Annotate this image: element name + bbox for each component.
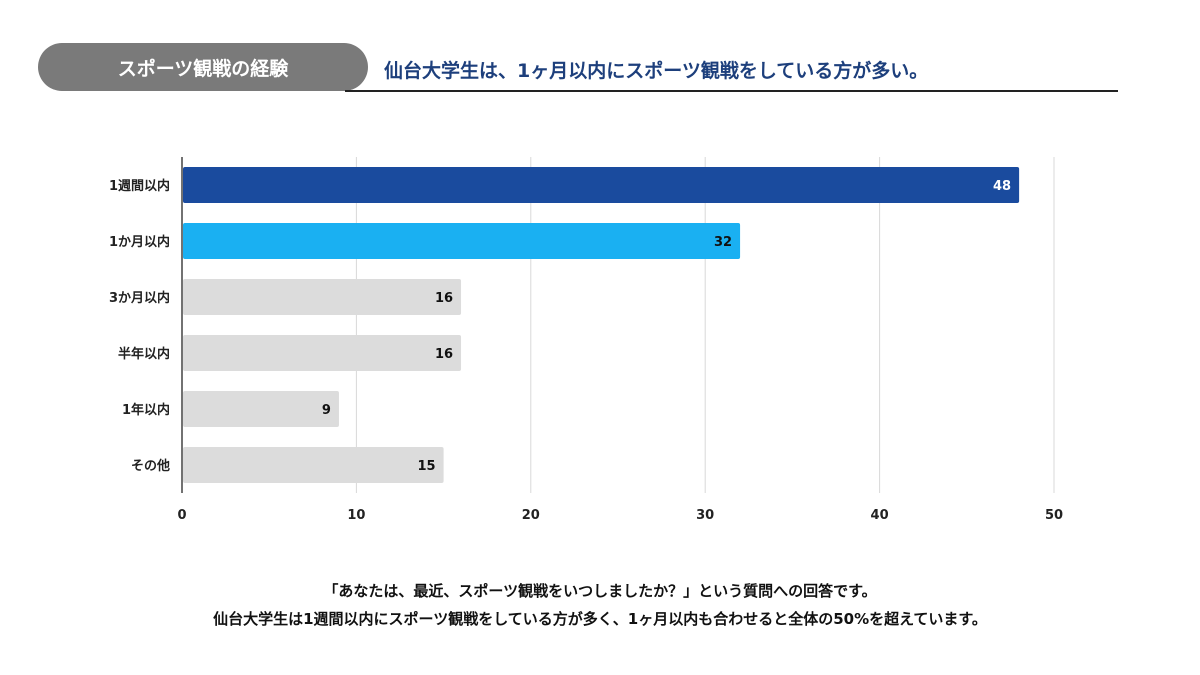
category-label: 1年以内: [122, 402, 170, 418]
category-label: 半年以内: [118, 346, 170, 362]
note-line-2: 仙台大学生は1週間以内にスポーツ観戦をしている方が多く、1ヶ月以内も合わせると全…: [213, 610, 987, 628]
bar: [183, 335, 462, 371]
x-tick-label: 30: [696, 508, 714, 523]
bar: [183, 279, 462, 315]
headline: 仙台大学生は、1ヶ月以内にスポーツ観戦をしている方が多い。: [384, 60, 929, 82]
data-label: 16: [435, 291, 453, 306]
bar: [183, 447, 444, 483]
x-tick-label: 20: [522, 508, 540, 523]
bar: [183, 223, 741, 259]
category-label: 1週間以内: [109, 178, 170, 194]
category-label: 1か月以内: [109, 234, 170, 250]
header-divider: [345, 90, 1118, 92]
data-label: 16: [435, 347, 453, 362]
data-label: 15: [418, 459, 436, 474]
bar: [183, 391, 339, 427]
bar-chart: 0 10 20 30 40 50 1週間以内 48 1か月以内 32 3か月以内 16 半年以内 16 1年…: [109, 157, 1063, 523]
note-line-1: 「あなたは、最近、スポーツ観戦をいつしましたか？」という質問への回答です。: [323, 582, 877, 600]
x-tick-label: 10: [347, 508, 365, 523]
data-label: 9: [322, 403, 331, 418]
section-label: スポーツ観戦の経験: [38, 43, 368, 91]
data-label: 48: [993, 179, 1011, 194]
category-label: その他: [131, 458, 170, 474]
x-tick-label: 0: [177, 508, 186, 523]
data-label: 32: [714, 235, 732, 250]
category-label: 3か月以内: [109, 290, 170, 306]
x-tick-label: 50: [1045, 508, 1063, 523]
x-tick-label: 40: [871, 508, 889, 523]
bar: [183, 167, 1020, 203]
